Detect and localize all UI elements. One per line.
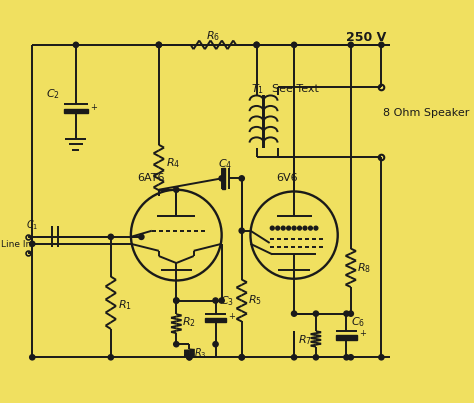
- Circle shape: [303, 226, 307, 230]
- Bar: [222, 168, 225, 189]
- Circle shape: [281, 226, 285, 230]
- Text: $C_3$: $C_3$: [220, 295, 234, 308]
- Circle shape: [276, 226, 280, 230]
- Bar: [64, 108, 88, 113]
- Circle shape: [379, 355, 384, 360]
- Text: 6AT6: 6AT6: [137, 173, 164, 183]
- Text: 8 Ohm Speaker: 8 Ohm Speaker: [383, 108, 469, 118]
- Text: $R_5$: $R_5$: [248, 294, 262, 307]
- Circle shape: [173, 298, 179, 303]
- Circle shape: [108, 355, 113, 360]
- Circle shape: [344, 355, 349, 360]
- Circle shape: [173, 342, 179, 347]
- Circle shape: [379, 42, 384, 48]
- Text: 250 V: 250 V: [346, 31, 387, 44]
- Text: $T_1$: $T_1$: [251, 83, 264, 96]
- Text: +: +: [359, 329, 365, 338]
- Circle shape: [187, 355, 192, 360]
- Circle shape: [30, 241, 35, 247]
- Circle shape: [344, 311, 349, 316]
- Circle shape: [348, 42, 354, 48]
- Circle shape: [219, 298, 224, 303]
- Bar: [336, 335, 357, 340]
- Circle shape: [254, 42, 259, 48]
- Circle shape: [156, 42, 162, 48]
- Circle shape: [187, 355, 192, 360]
- Text: $R_6$: $R_6$: [206, 29, 220, 43]
- Circle shape: [30, 355, 35, 360]
- Text: $R_1$: $R_1$: [118, 298, 132, 312]
- Circle shape: [73, 42, 79, 48]
- Text: See Text: See Text: [272, 84, 319, 94]
- Circle shape: [292, 311, 297, 316]
- Circle shape: [139, 234, 144, 239]
- Text: $C_2$: $C_2$: [46, 87, 60, 101]
- Circle shape: [213, 298, 218, 303]
- Circle shape: [239, 176, 244, 181]
- Circle shape: [239, 355, 244, 360]
- Circle shape: [314, 226, 318, 230]
- Text: 6V6: 6V6: [277, 173, 298, 183]
- Circle shape: [313, 355, 319, 360]
- Text: $R_7$: $R_7$: [299, 333, 312, 347]
- Circle shape: [108, 234, 113, 239]
- Text: +: +: [90, 103, 97, 112]
- Circle shape: [239, 228, 244, 233]
- Circle shape: [156, 42, 162, 48]
- Text: +: +: [228, 312, 235, 321]
- Bar: [205, 318, 226, 322]
- Circle shape: [173, 187, 179, 192]
- Text: $R_4$: $R_4$: [166, 157, 180, 170]
- Circle shape: [309, 226, 312, 230]
- Circle shape: [219, 176, 224, 181]
- Circle shape: [287, 226, 291, 230]
- Circle shape: [239, 355, 244, 360]
- Text: $C_1$: $C_1$: [26, 218, 38, 232]
- Circle shape: [348, 311, 354, 316]
- Text: Line In: Line In: [1, 240, 32, 249]
- Circle shape: [298, 226, 301, 230]
- Circle shape: [213, 342, 218, 347]
- Circle shape: [292, 226, 296, 230]
- Circle shape: [348, 355, 354, 360]
- Text: $R_8$: $R_8$: [357, 262, 371, 275]
- Circle shape: [313, 311, 319, 316]
- Text: $R_2$: $R_2$: [182, 316, 196, 329]
- Circle shape: [173, 298, 179, 303]
- Circle shape: [254, 42, 259, 48]
- Circle shape: [292, 355, 297, 360]
- Circle shape: [270, 226, 274, 230]
- Text: $C_4$: $C_4$: [218, 158, 232, 171]
- Circle shape: [292, 42, 297, 48]
- Text: $C_6$: $C_6$: [351, 316, 365, 329]
- Text: $R_3$: $R_3$: [194, 346, 206, 360]
